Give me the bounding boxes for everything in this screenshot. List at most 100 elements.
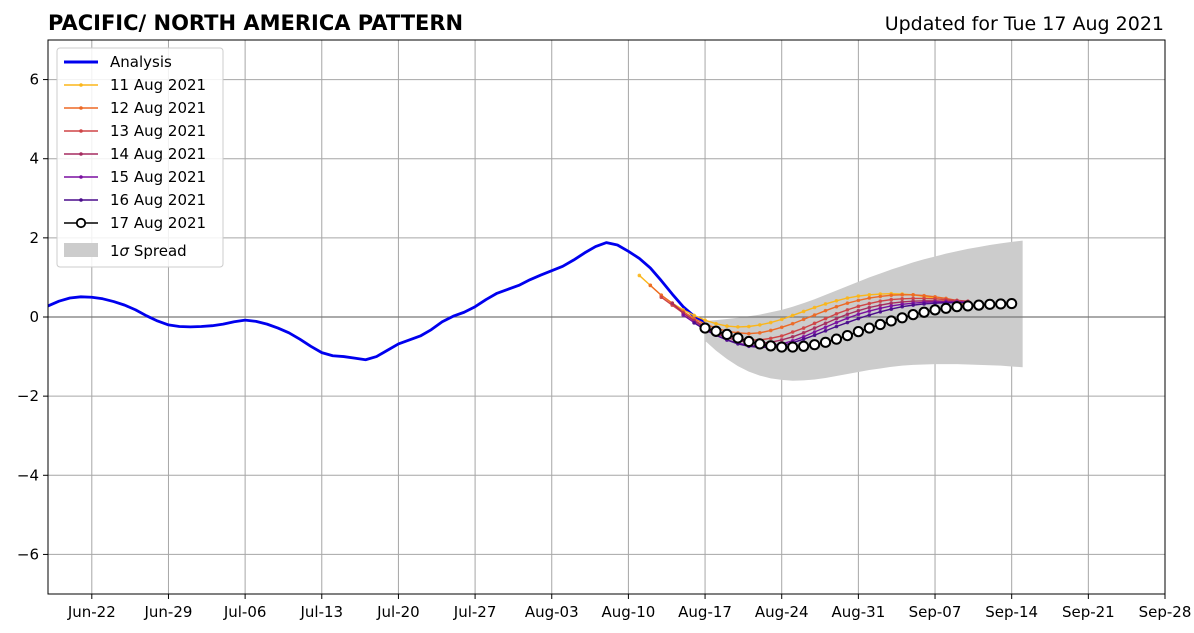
legend-label-13-aug: 13 Aug 2021 xyxy=(110,122,206,140)
forecast-point-f14 xyxy=(823,321,828,326)
x-tick-label: Sep-14 xyxy=(985,603,1038,621)
legend-label-11-aug: 11 Aug 2021 xyxy=(110,76,206,94)
forecast-point-f16 xyxy=(900,304,904,309)
forecast-point-f11 xyxy=(845,296,850,300)
x-tick-label: Sep-21 xyxy=(1062,603,1115,621)
legend-label-analysis: Analysis xyxy=(110,53,172,71)
forecast-point-f15 xyxy=(856,312,861,317)
forecast-point-f11 xyxy=(779,317,784,322)
forecast-point-f16 xyxy=(692,321,696,325)
forecast-point-17-aug xyxy=(973,299,985,311)
forecast-point-17-aug xyxy=(852,326,864,338)
forecast-point-f11 xyxy=(834,298,839,303)
forecast-point-f12 xyxy=(900,293,904,297)
forecast-point-17-aug xyxy=(863,322,875,334)
forecast-point-f12 xyxy=(790,321,795,326)
x-tick-label: Aug-17 xyxy=(678,603,732,621)
forecast-point-f14 xyxy=(889,301,894,305)
forecast-point-f13 xyxy=(900,296,904,301)
forecast-point-f11 xyxy=(736,325,740,329)
legend-marker-14-aug xyxy=(79,152,83,156)
forecast-point-f13 xyxy=(779,334,784,338)
forecast-point-f16 xyxy=(812,333,817,338)
forecast-point-17-aug xyxy=(830,333,843,345)
legend-spread-sigma: σ xyxy=(120,242,130,260)
forecast-point-f14 xyxy=(812,326,817,330)
forecast-point-f15 xyxy=(812,330,817,334)
forecast-point-f14 xyxy=(670,301,675,305)
forecast-line-f16 xyxy=(693,302,968,349)
forecast-point-f11 xyxy=(637,273,642,278)
forecast-point-17-aug xyxy=(896,312,908,324)
forecast-point-f13 xyxy=(911,296,915,301)
forecast-point-f12 xyxy=(856,298,861,303)
forecast-point-f12 xyxy=(845,301,850,305)
forecast-point-f12 xyxy=(768,328,773,333)
y-tick-label: 0 xyxy=(29,308,39,326)
legend-marker-15-aug xyxy=(79,175,83,179)
forecast-point-17-aug xyxy=(885,315,897,327)
forecast-point-f12 xyxy=(834,304,839,309)
x-tick-label: Sep-28 xyxy=(1139,603,1192,621)
legend-spread-suffix: Spread xyxy=(129,242,187,260)
forecast-point-f16 xyxy=(823,329,828,333)
forecast-point-17-aug xyxy=(918,306,930,318)
forecast-point-f14 xyxy=(779,338,784,342)
forecast-point-17-aug xyxy=(787,341,799,353)
chart-title: PACIFIC/ NORTH AMERICA PATTERN xyxy=(48,11,463,35)
forecast-point-17-aug xyxy=(721,328,733,341)
forecast-line-f14 xyxy=(671,300,968,344)
x-tick-label: Jun-29 xyxy=(143,603,192,621)
forecast-point-f13 xyxy=(659,295,664,300)
forecast-point-f13 xyxy=(889,297,894,302)
forecast-point-f13 xyxy=(823,316,828,321)
forecast-point-f15 xyxy=(681,313,685,317)
axis-ticks: Jun-22 Jun-29 Jul-06 Jul-13 Jul-20 Jul-27 Aug-… xyxy=(17,71,1192,621)
forecast-point-f12 xyxy=(867,296,872,300)
forecast-point-f16 xyxy=(889,307,894,311)
forecast-point-f13 xyxy=(801,326,806,330)
y-tick-label: 6 xyxy=(29,71,39,89)
x-tick-label: Jul-13 xyxy=(299,603,343,621)
legend-box xyxy=(56,47,224,268)
forecast-point-17-aug xyxy=(754,338,766,350)
forecast-point-f12 xyxy=(747,331,751,336)
legend-label-12-aug: 12 Aug 2021 xyxy=(110,99,206,117)
forecast-point-17-aug xyxy=(765,340,777,352)
forecast-point-f14 xyxy=(790,334,795,339)
forecast-point-f13 xyxy=(845,308,850,312)
forecast-point-f13 xyxy=(878,299,883,303)
y-tick-label: 2 xyxy=(29,229,39,247)
forecast-point-f11 xyxy=(692,313,696,318)
forecast-point-17-aug xyxy=(951,301,963,313)
forecast-point-f15 xyxy=(878,306,883,311)
forecast-point-f11 xyxy=(703,318,707,322)
forecast-point-f14 xyxy=(867,305,872,310)
legend-label-16-aug: 16 Aug 2021 xyxy=(110,191,206,209)
forecast-point-f16 xyxy=(933,301,937,305)
analysis-line xyxy=(47,241,706,362)
x-tick-label: Jun-22 xyxy=(67,603,116,621)
forecast-point-f16 xyxy=(878,310,883,314)
forecast-point-f12 xyxy=(779,325,784,330)
forecast-point-17-aug xyxy=(984,298,996,310)
forecast-point-17-aug xyxy=(699,322,711,334)
forecast-point-f11 xyxy=(856,294,861,298)
legend-swatch-spread xyxy=(64,243,98,257)
forecast-point-f16 xyxy=(856,316,861,321)
y-tick-label: −6 xyxy=(17,545,39,563)
forecast-point-f11 xyxy=(812,305,817,310)
forecast-point-17-aug xyxy=(732,332,744,344)
forecast-point-f11 xyxy=(758,323,762,327)
forecast-point-f13 xyxy=(790,330,795,334)
forecast-point-17-aug xyxy=(1006,297,1018,310)
legend-marker-16-aug xyxy=(79,198,83,202)
forecast-point-f11 xyxy=(790,313,795,318)
forecast-point-f11 xyxy=(823,302,828,306)
forecast-point-f15 xyxy=(867,309,872,313)
forecast-point-f12 xyxy=(922,293,926,298)
forecast-point-f11 xyxy=(725,324,729,328)
forecast-point-17-aug xyxy=(776,341,788,353)
x-tick-label: Aug-24 xyxy=(755,603,809,621)
y-tick-label: −4 xyxy=(17,466,39,484)
